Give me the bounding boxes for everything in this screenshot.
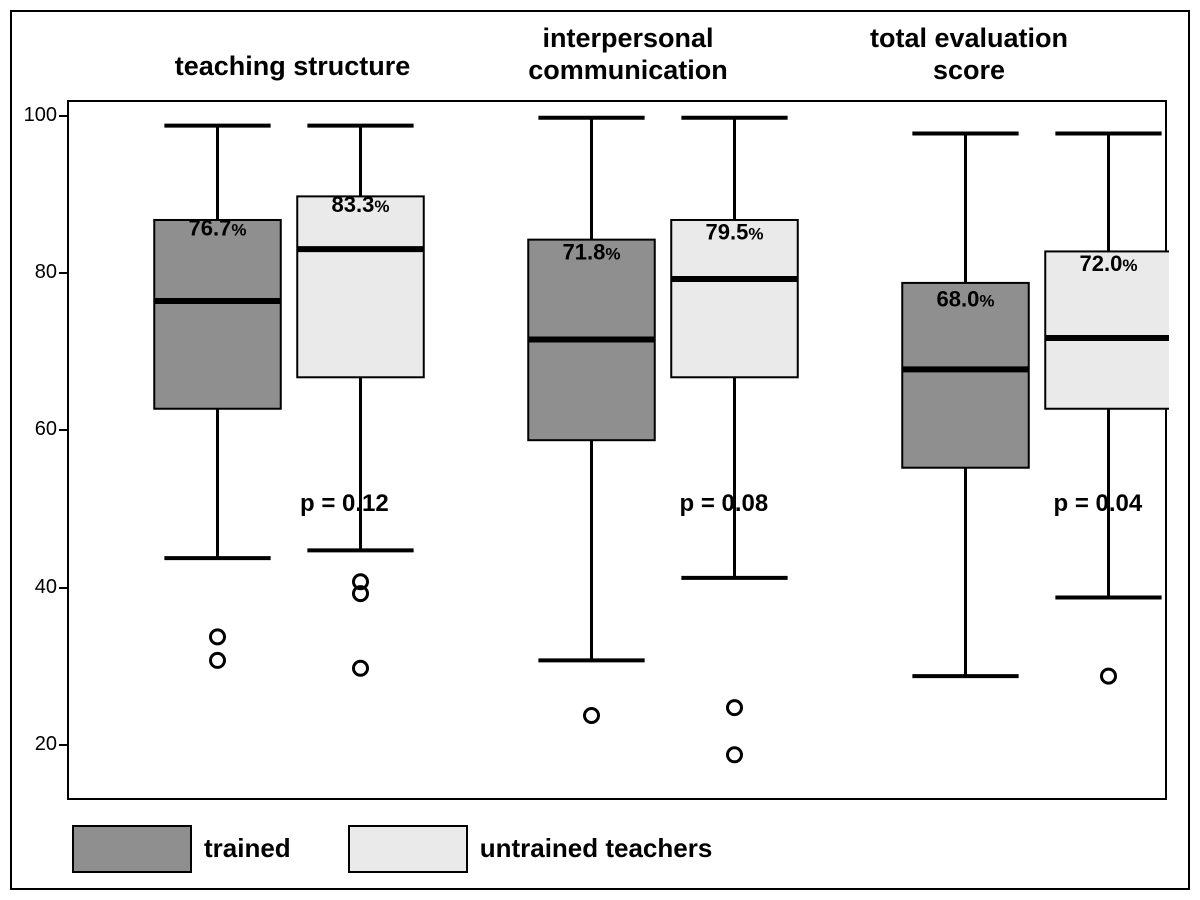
outer-panel: 76.7%83.3%p = 0.1271.8%79.5%p = 0.0868.0… bbox=[10, 10, 1190, 890]
panel-title: interpersonalcommunication bbox=[468, 22, 788, 87]
y-tick-mark bbox=[59, 744, 67, 746]
legend: trained untrained teachers bbox=[72, 821, 757, 876]
outlier-marker bbox=[1102, 669, 1116, 683]
legend-swatch-untrained bbox=[348, 825, 468, 873]
plot-area: 76.7%83.3%p = 0.1271.8%79.5%p = 0.0868.0… bbox=[67, 100, 1167, 800]
y-tick-mark bbox=[59, 587, 67, 589]
y-tick-label: 60 bbox=[12, 418, 57, 441]
p-value-label: p = 0.12 bbox=[300, 490, 389, 517]
panel-title: teaching structure bbox=[133, 50, 453, 82]
untrained-box bbox=[297, 196, 424, 377]
p-value-label: p = 0.04 bbox=[1054, 490, 1143, 517]
legend-label-untrained: untrained teachers bbox=[480, 833, 713, 864]
outlier-marker bbox=[585, 708, 599, 722]
outlier-marker bbox=[211, 630, 225, 644]
panel-title: total evaluationscore bbox=[809, 22, 1129, 87]
outlier-marker bbox=[211, 653, 225, 667]
y-tick-mark bbox=[59, 115, 67, 117]
outlier-marker bbox=[728, 748, 742, 762]
y-tick-label: 100 bbox=[12, 104, 57, 127]
y-tick-mark bbox=[59, 429, 67, 431]
p-value-label: p = 0.08 bbox=[680, 490, 769, 517]
trained-box bbox=[154, 220, 281, 409]
legend-swatch-trained bbox=[72, 825, 192, 873]
y-tick-label: 40 bbox=[12, 576, 57, 599]
y-tick-mark bbox=[59, 272, 67, 274]
outlier-marker bbox=[728, 701, 742, 715]
y-tick-label: 80 bbox=[12, 261, 57, 284]
outlier-marker bbox=[354, 661, 368, 675]
boxplot-svg: 76.7%83.3%p = 0.1271.8%79.5%p = 0.0868.0… bbox=[69, 102, 1169, 802]
y-tick-label: 20 bbox=[12, 733, 57, 756]
legend-label-trained: trained bbox=[204, 833, 291, 864]
